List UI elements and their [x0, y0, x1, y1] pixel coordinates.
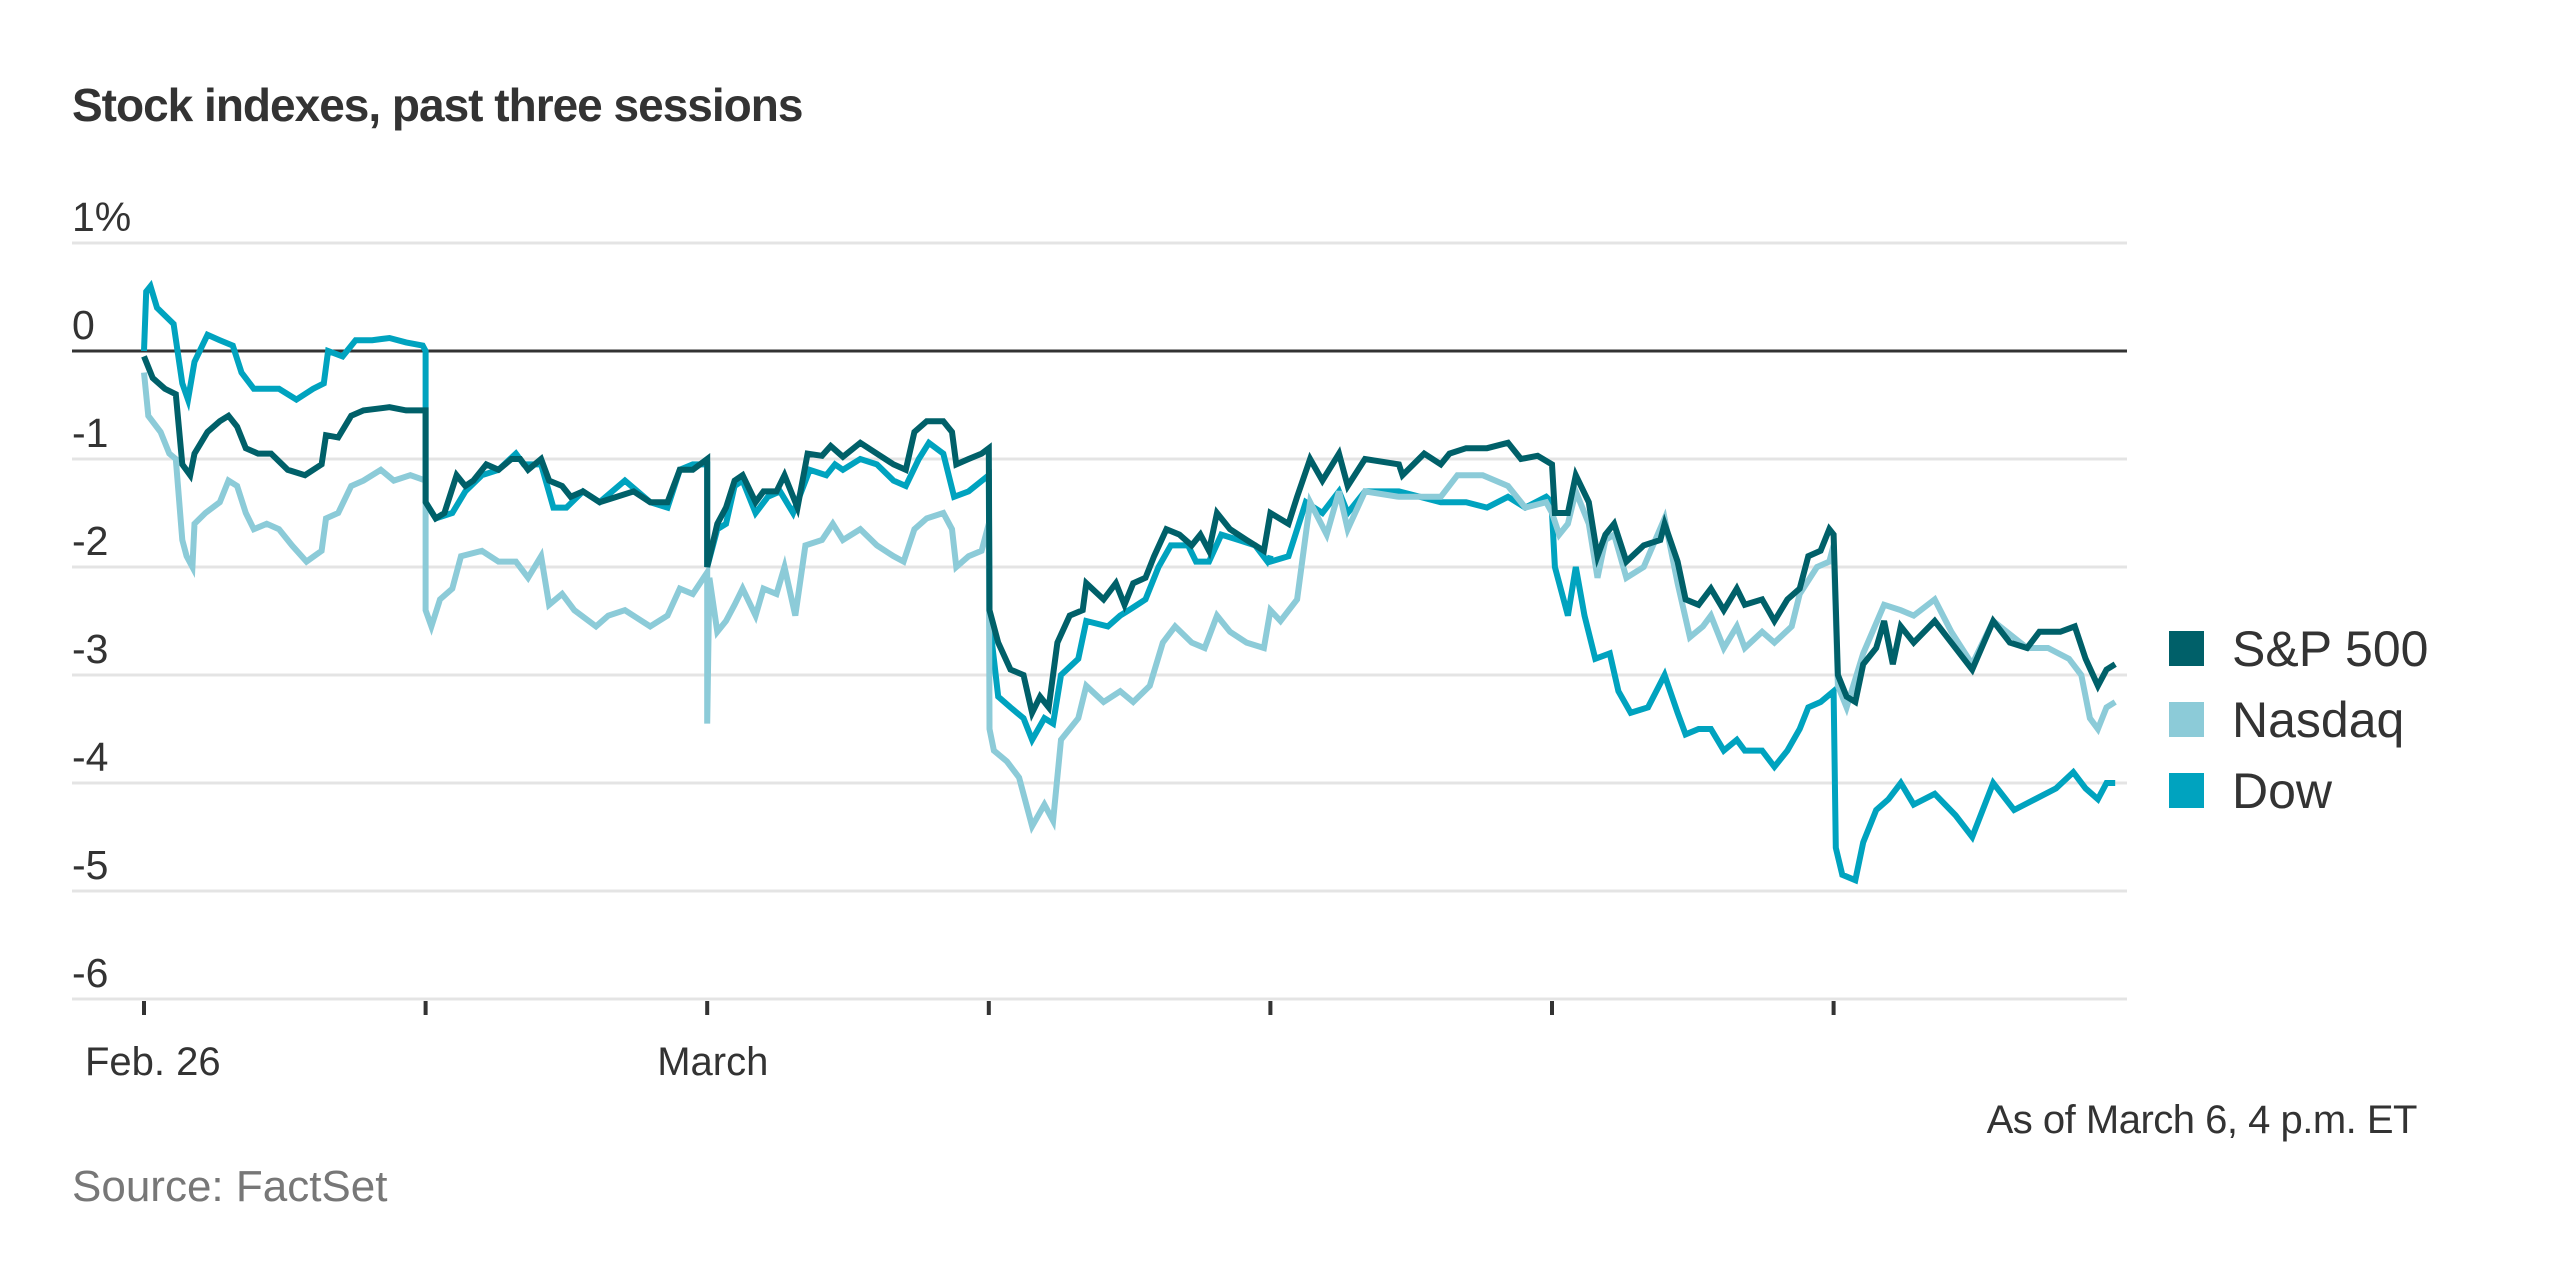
legend-swatch	[2169, 631, 2204, 666]
y-tick-label: -6	[72, 950, 108, 996]
gridlines	[72, 241, 2127, 1001]
legend-label: Nasdaq	[2232, 692, 2404, 748]
y-axis-labels: 1% 0 -1 -2 -3 -4 -5 -6	[72, 194, 131, 996]
legend-label: S&P 500	[2232, 621, 2428, 677]
series-line-s-p-500	[141, 355, 2117, 722]
source-note: Source: FactSet	[72, 1162, 388, 1211]
series-lines	[141, 279, 2117, 885]
x-axis: Feb. 26 March	[85, 1001, 1836, 1084]
as-of-note: As of March 6, 4 p.m. ET	[1986, 1098, 2418, 1142]
y-tick-label: 0	[72, 302, 95, 348]
legend: S&P 500 Nasdaq Dow	[2169, 621, 2428, 819]
y-tick-label: -1	[72, 410, 108, 456]
y-tick-label: -3	[72, 626, 108, 672]
chart-title: Stock indexes, past three sessions	[72, 79, 803, 131]
y-tick-label: -4	[72, 734, 108, 780]
y-tick-label: -2	[72, 518, 108, 564]
legend-swatch	[2169, 702, 2204, 737]
y-tick-label: -5	[72, 842, 108, 888]
x-tick-label: Feb. 26	[85, 1040, 221, 1084]
legend-swatch	[2169, 773, 2204, 808]
series-line-nasdaq	[141, 372, 2117, 835]
y-tick-label: 1%	[72, 194, 131, 240]
x-tick-label: March	[657, 1040, 768, 1084]
legend-label: Dow	[2232, 763, 2333, 819]
series-line-dow	[141, 279, 2116, 885]
